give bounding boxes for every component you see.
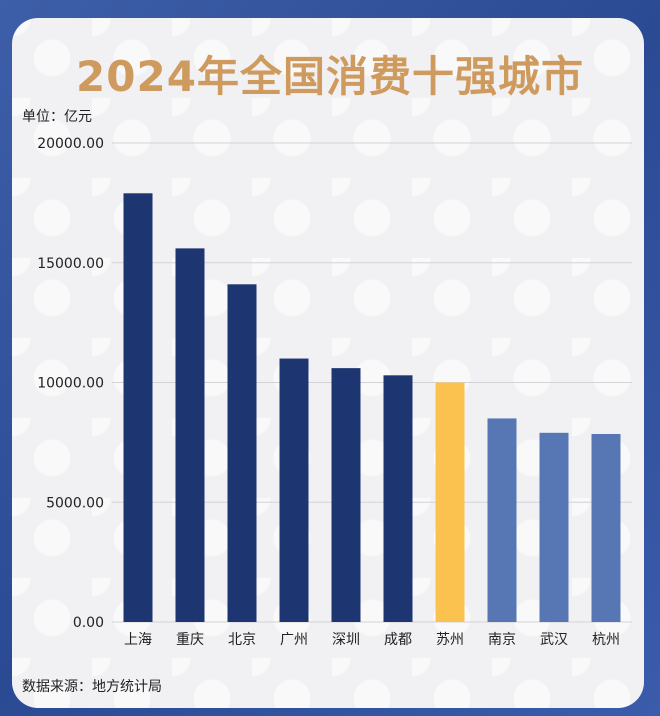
x-tick-label: 上海 — [124, 632, 152, 648]
x-tick-label: 北京 — [228, 632, 256, 648]
x-tick-label: 武汉 — [540, 632, 568, 648]
bar-2 — [227, 284, 257, 622]
bar-8 — [539, 432, 569, 622]
x-tick-label: 杭州 — [592, 632, 620, 648]
data-source: 数据来源：地方统计局 — [22, 679, 162, 695]
y-tick-label: 5000.00 — [46, 495, 104, 511]
unit-label: 单位：亿元 — [22, 109, 92, 125]
chart-title: 2024年全国消费十强城市 — [76, 52, 584, 101]
x-tick-label: 深圳 — [332, 632, 360, 648]
bar-0 — [123, 193, 153, 623]
bar-3 — [279, 358, 309, 622]
x-tick-label: 成都 — [384, 632, 412, 648]
bar-5 — [383, 375, 413, 622]
chart-card — [12, 18, 644, 708]
y-tick-label: 10000.00 — [37, 376, 104, 392]
x-tick-label: 重庆 — [176, 632, 204, 648]
bar-6 — [435, 382, 465, 622]
x-tick-label: 苏州 — [436, 632, 464, 648]
x-tick-label: 广州 — [280, 632, 308, 648]
y-tick-label: 0.00 — [73, 615, 104, 631]
bar-7 — [487, 418, 517, 622]
x-tick-label: 南京 — [488, 632, 516, 648]
bar-9 — [591, 433, 621, 622]
bar-1 — [175, 248, 205, 622]
bar-4 — [331, 368, 361, 622]
y-tick-label: 15000.00 — [37, 256, 104, 272]
y-tick-label: 20000.00 — [37, 136, 104, 152]
